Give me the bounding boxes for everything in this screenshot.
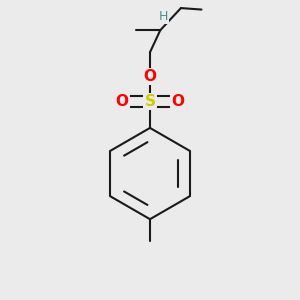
- Text: H: H: [159, 11, 168, 23]
- Text: O: O: [116, 94, 128, 109]
- Text: O: O: [172, 94, 184, 109]
- Text: S: S: [145, 94, 155, 109]
- Text: O: O: [143, 69, 157, 84]
